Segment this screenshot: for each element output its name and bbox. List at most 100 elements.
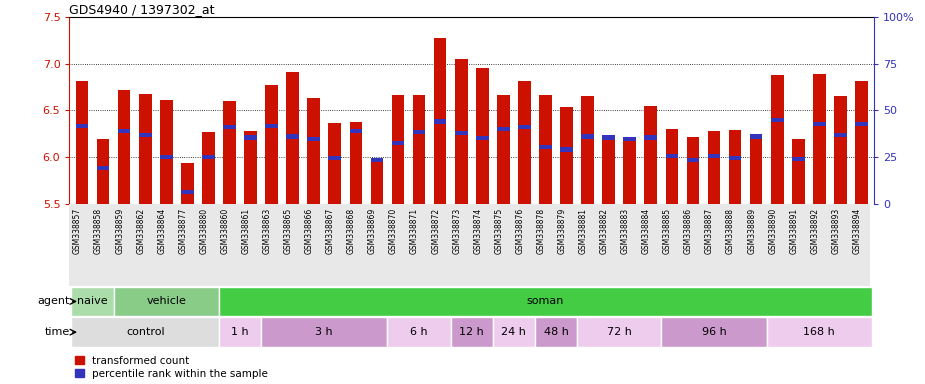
Bar [413, 94, 426, 204]
Bar [388, 318, 450, 347]
Bar [792, 139, 805, 204]
Bar [686, 158, 699, 162]
Bar [160, 100, 173, 204]
Bar [307, 98, 320, 204]
Text: GSM338878: GSM338878 [536, 208, 546, 254]
Text: 3 h: 3 h [315, 327, 333, 337]
Bar [391, 94, 404, 204]
Text: GSM338884: GSM338884 [642, 208, 651, 254]
Bar [287, 134, 299, 139]
Bar [76, 124, 88, 128]
Bar [71, 318, 219, 347]
Text: GSM338869: GSM338869 [368, 208, 377, 254]
Text: soman: soman [527, 296, 564, 306]
Text: GSM338888: GSM338888 [726, 208, 735, 254]
Bar [623, 137, 636, 204]
Bar [223, 101, 236, 204]
Text: GSM338864: GSM338864 [157, 208, 166, 254]
Bar [834, 132, 846, 137]
Bar [223, 125, 236, 129]
Text: 72 h: 72 h [607, 327, 632, 337]
Bar [771, 118, 783, 122]
Bar [181, 190, 193, 194]
Bar [729, 130, 742, 204]
Bar [244, 131, 257, 204]
Bar [666, 129, 678, 204]
Bar [371, 159, 383, 204]
Bar [666, 154, 678, 158]
Bar [139, 94, 152, 204]
Bar [729, 156, 742, 160]
Bar [813, 74, 826, 204]
Bar [117, 90, 130, 204]
Text: GSM338889: GSM338889 [747, 208, 756, 254]
Bar [518, 81, 531, 204]
Text: GSM338867: GSM338867 [326, 208, 335, 254]
Text: GSM338877: GSM338877 [179, 208, 188, 254]
Bar [535, 318, 577, 347]
Bar [328, 122, 341, 204]
Text: GSM338879: GSM338879 [558, 208, 566, 254]
Bar [434, 38, 447, 204]
Bar [856, 81, 868, 204]
Text: GSM338857: GSM338857 [73, 208, 82, 254]
Bar [493, 318, 535, 347]
Bar [181, 164, 193, 204]
Bar [350, 129, 363, 133]
Bar [97, 166, 109, 170]
Text: GSM338887: GSM338887 [705, 208, 714, 254]
Bar [497, 94, 510, 204]
Bar [265, 85, 278, 204]
Bar [856, 122, 868, 126]
Text: 1 h: 1 h [231, 327, 249, 337]
Text: GSM338871: GSM338871 [410, 208, 419, 254]
Bar [602, 135, 615, 139]
Bar [202, 155, 215, 159]
Text: GSM338890: GSM338890 [769, 208, 777, 254]
Bar [455, 59, 467, 204]
Bar [813, 122, 826, 126]
Bar [117, 129, 130, 133]
Bar [581, 96, 594, 204]
Bar [539, 94, 552, 204]
Text: GDS4940 / 1397302_at: GDS4940 / 1397302_at [69, 3, 215, 16]
Text: GSM338880: GSM338880 [200, 208, 208, 254]
Text: GSM338862: GSM338862 [136, 208, 145, 254]
Bar [265, 124, 278, 128]
Legend: transformed count, percentile rank within the sample: transformed count, percentile rank withi… [75, 356, 268, 379]
Bar [708, 131, 721, 204]
Bar [76, 81, 88, 204]
Bar [581, 134, 594, 139]
Text: agent: agent [37, 296, 69, 306]
Bar [71, 287, 114, 316]
Bar [645, 135, 657, 139]
Bar [602, 137, 615, 204]
Bar [219, 318, 261, 347]
Bar [455, 131, 467, 135]
Text: 6 h: 6 h [411, 327, 428, 337]
Text: 48 h: 48 h [544, 327, 569, 337]
Text: GSM338863: GSM338863 [263, 208, 272, 254]
Bar [623, 137, 636, 141]
Text: GSM338874: GSM338874 [474, 208, 482, 254]
Bar [497, 127, 510, 131]
Bar [413, 130, 426, 134]
Text: GSM338861: GSM338861 [241, 208, 251, 254]
Bar [391, 141, 404, 145]
Bar [371, 158, 383, 162]
Bar [561, 107, 573, 204]
Text: 12 h: 12 h [460, 327, 484, 337]
Bar [450, 318, 493, 347]
Bar [539, 145, 552, 149]
Bar [307, 137, 320, 141]
Bar [750, 134, 762, 139]
Text: time: time [44, 327, 69, 337]
Text: naive: naive [77, 296, 108, 306]
Text: GSM338873: GSM338873 [452, 208, 462, 254]
Text: GSM338865: GSM338865 [284, 208, 292, 254]
Text: GSM338872: GSM338872 [431, 208, 440, 254]
Text: GSM338893: GSM338893 [832, 208, 841, 254]
Bar [476, 136, 488, 141]
Bar [139, 132, 152, 137]
Bar [160, 155, 173, 159]
